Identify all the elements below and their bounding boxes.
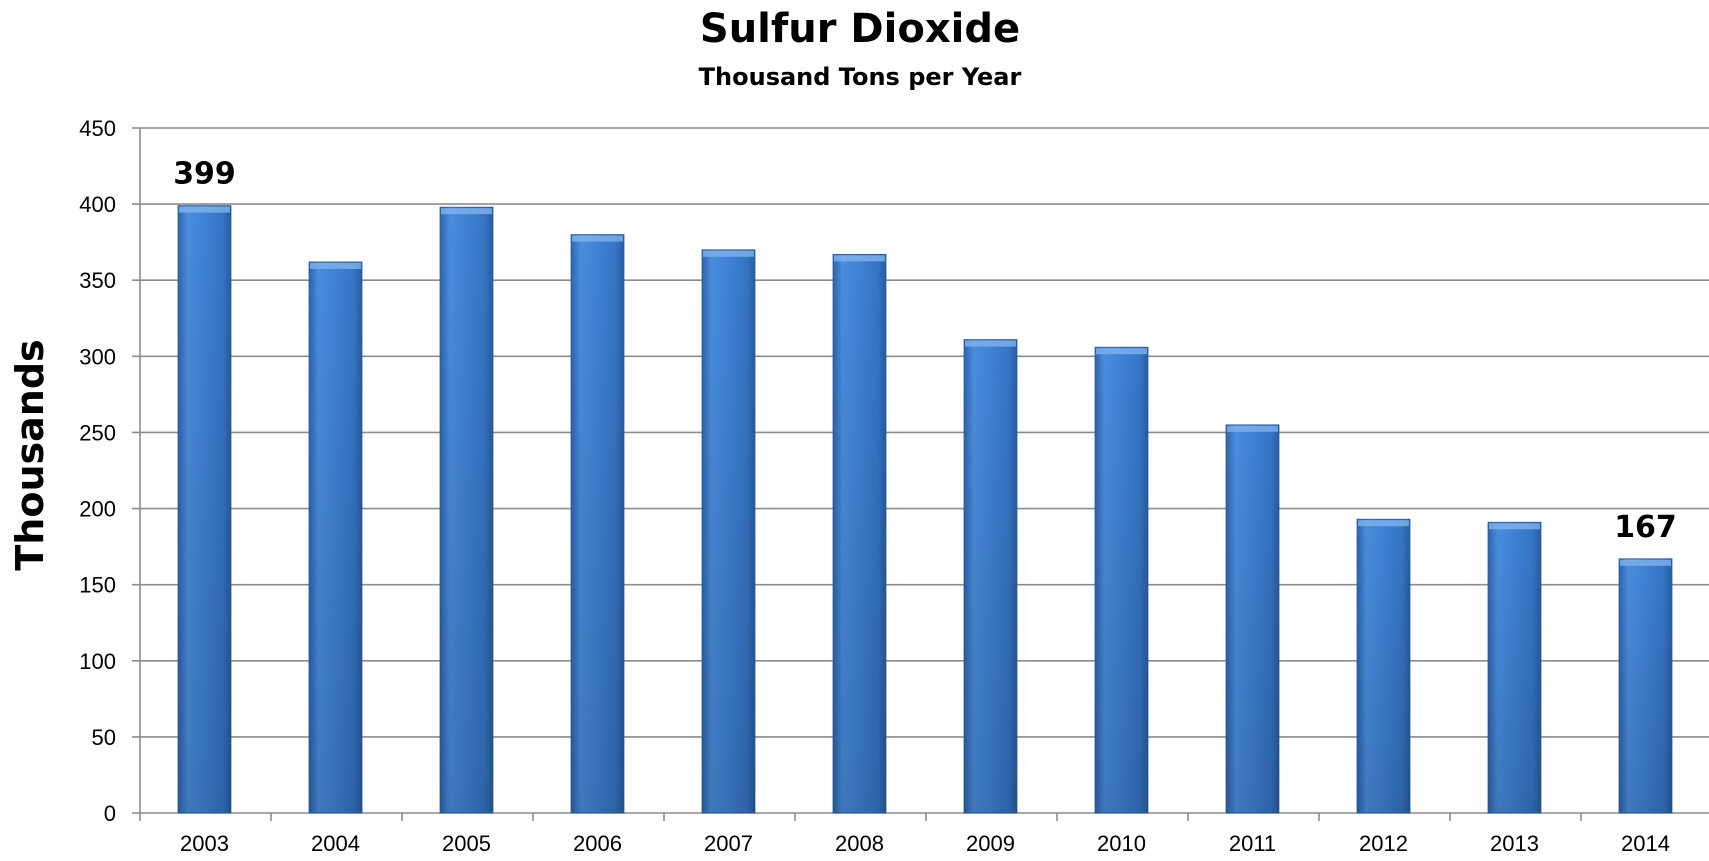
x-tick-label: 2013 — [1490, 831, 1539, 856]
bar-cap — [441, 208, 492, 215]
y-tick-label: 100 — [79, 649, 116, 674]
y-tick-label: 50 — [92, 725, 116, 750]
y-tick-label: 350 — [79, 268, 116, 293]
y-tick-label: 250 — [79, 420, 116, 445]
x-tick-label: 2006 — [573, 831, 622, 856]
bar-shade — [833, 254, 886, 813]
bar-shade — [1095, 347, 1148, 813]
bar-shade — [1357, 519, 1410, 813]
bar-2007 — [701, 249, 756, 814]
bar-2009 — [963, 339, 1018, 814]
x-tick-label: 2005 — [442, 831, 491, 856]
bar-cap — [1489, 523, 1540, 530]
bar-cap — [703, 250, 754, 257]
bar-shade — [1619, 558, 1672, 813]
bar-shade — [702, 249, 755, 813]
y-axis-ticks: 0 50 100 150 200 250 300 350 400 450 — [79, 116, 116, 826]
x-axis-ticks: 2003 2004 2005 2006 2007 2008 2009 2010 2011 2012… — [139, 813, 1670, 856]
bar-2010 — [1094, 346, 1149, 814]
bar-2006 — [570, 234, 625, 814]
x-tick-label: 2010 — [1097, 831, 1146, 856]
bar-2013 — [1487, 521, 1542, 814]
x-tick-label: 2009 — [966, 831, 1015, 856]
chart-subtitle: Thousand Tons per Year — [699, 63, 1022, 91]
y-tick-label: 0 — [104, 801, 116, 826]
bar-shade — [178, 205, 231, 814]
x-tick-label: 2012 — [1359, 831, 1408, 856]
bar-cap — [179, 206, 230, 213]
bar-2004 — [308, 261, 363, 814]
bar-shade — [1488, 522, 1541, 813]
bar-shade — [309, 261, 362, 813]
y-tick-label: 300 — [79, 344, 116, 369]
x-tick-label: 2003 — [180, 831, 229, 856]
chart-title: Sulfur Dioxide — [700, 6, 1020, 52]
data-labels: 399 167 — [173, 157, 1677, 545]
x-tick-label: 2011 — [1229, 831, 1276, 856]
data-label-2003: 399 — [173, 157, 236, 192]
gridlines — [132, 127, 1709, 814]
bar-cap — [965, 340, 1016, 347]
bar-2008 — [832, 253, 887, 814]
y-tick-label: 200 — [79, 497, 116, 522]
bar-cap — [310, 262, 361, 269]
bar-2011 — [1225, 424, 1280, 814]
bar-cap — [1358, 520, 1409, 527]
bar-shade — [440, 207, 493, 814]
y-tick-label: 400 — [79, 192, 116, 217]
bar-cap — [1096, 348, 1147, 355]
bar-shade — [571, 234, 624, 814]
bar-shade — [964, 339, 1017, 813]
bar-cap — [834, 255, 885, 262]
bar-cap — [1620, 559, 1671, 566]
y-tick-label: 450 — [79, 116, 116, 141]
x-tick-label: 2008 — [835, 831, 884, 856]
bar-2005 — [439, 206, 494, 814]
x-tick-label: 2014 — [1621, 831, 1670, 856]
bars — [177, 205, 1673, 814]
y-tick-label: 150 — [79, 573, 116, 598]
bar-cap — [572, 235, 623, 242]
y-axis-label: Thousands — [8, 339, 52, 570]
x-tick-label: 2004 — [311, 831, 360, 856]
bar-2014 — [1618, 558, 1673, 814]
bar-shade — [1226, 424, 1279, 813]
x-tick-label: 2007 — [704, 831, 753, 856]
bar-2012 — [1356, 518, 1411, 814]
bar-cap — [1227, 425, 1278, 432]
bar-2003 — [177, 205, 232, 814]
data-label-2014: 167 — [1614, 510, 1677, 545]
